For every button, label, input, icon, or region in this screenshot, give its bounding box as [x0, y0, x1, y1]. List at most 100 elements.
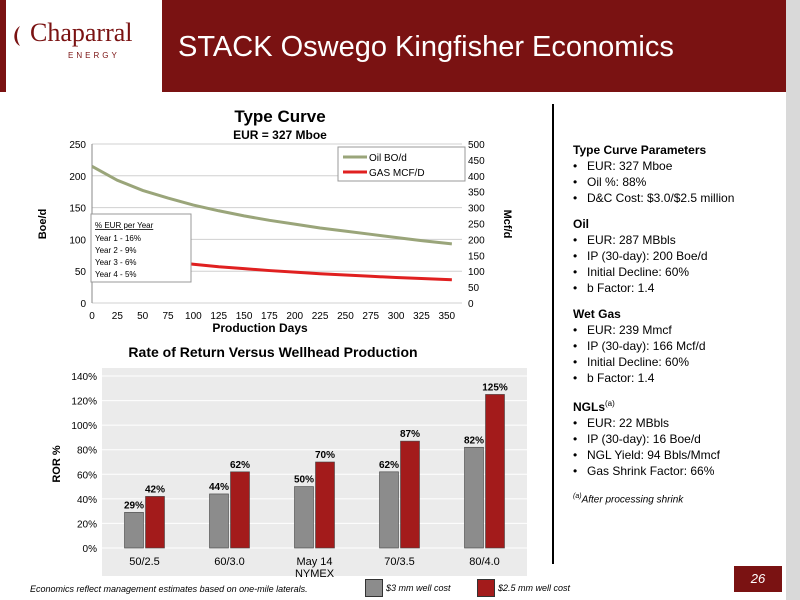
title-bar	[162, 0, 786, 92]
eur-box-line-3: Year 3 - 6%	[95, 258, 137, 267]
y2-tick-label: 500	[468, 140, 485, 151]
logo-mark-icon	[14, 26, 20, 46]
bar-data-label: 62%	[379, 460, 399, 471]
bar	[379, 471, 399, 549]
bar-data-label: 125%	[482, 382, 508, 393]
y2-tick-label: 400	[468, 172, 485, 183]
x-tick-label: 25	[112, 311, 124, 322]
list-item: IP (30-day): 166 Mcf/d	[573, 338, 783, 354]
params-type-curve-heading: Type Curve Parameters	[573, 143, 707, 157]
y2-tick-label: 100	[468, 267, 485, 278]
ngl-heading-sup: (a)	[605, 399, 615, 408]
bar-data-label: 29%	[124, 500, 144, 511]
x-tick-label: 50	[137, 311, 149, 322]
y-tick-label: 120%	[71, 397, 97, 408]
x-tick-label: May 14	[296, 556, 332, 568]
bar	[124, 512, 144, 549]
bar-data-label: 82%	[464, 435, 484, 446]
type-curve-title: Type Curve	[234, 107, 325, 126]
y2-tick-label: 200	[468, 235, 485, 246]
list-item: D&C Cost: $3.0/$2.5 million	[573, 190, 783, 206]
y-tick-label: 150	[69, 204, 86, 215]
y2-tick-label: 250	[468, 220, 485, 231]
legend-label-3mm: $3 mm well cost	[386, 583, 451, 593]
column-divider	[552, 104, 554, 564]
y2-tick-label: 450	[468, 156, 485, 167]
x-tick-label: 80/4.0	[469, 556, 500, 568]
y-tick-label: 0	[80, 299, 86, 310]
list-item: b Factor: 1.4	[573, 280, 783, 296]
params-footnote: (a)After processing shrink	[573, 489, 783, 508]
bar	[230, 471, 250, 549]
bar-data-label: 44%	[209, 482, 229, 493]
page-number: 26	[734, 566, 782, 592]
y-tick-label: 140%	[71, 372, 97, 383]
y-tick-label: 20%	[77, 519, 97, 530]
eur-box-line-2: Year 2 - 9%	[95, 246, 137, 255]
bar	[400, 440, 420, 549]
header-band	[0, 0, 800, 92]
y-tick-label: 250	[69, 140, 86, 151]
type-curve-y-label: Boe/d	[37, 209, 49, 240]
y2-tick-label: 150	[468, 251, 485, 262]
x-tick-label: 325	[413, 311, 430, 322]
list-item: IP (30-day): 16 Boe/d	[573, 431, 783, 447]
list-item: EUR: 287 MBbls	[573, 232, 783, 248]
bar-data-label: 87%	[400, 429, 420, 440]
right-strip	[786, 0, 800, 600]
list-item: EUR: 22 MBbls	[573, 415, 783, 431]
bar	[315, 461, 335, 549]
x-tick-label: 300	[388, 311, 405, 322]
params-ngl-heading: NGLs(a)	[573, 396, 783, 415]
x-tick-label: 125	[210, 311, 227, 322]
list-item: EUR: 327 Mboe	[573, 158, 783, 174]
x-tick-label: 350	[438, 311, 455, 322]
ror-y-ticks: 0% 20% 40% 60% 80% 100% 120% 140%	[71, 372, 97, 555]
x-tick-label: 75	[162, 311, 174, 322]
eur-box-line-4: Year 4 - 5%	[95, 270, 137, 279]
y-tick-label: 100	[69, 235, 86, 246]
y2-tick-label: 350	[468, 188, 485, 199]
params-type-curve-list: EUR: 327 Mboe Oil %: 88% D&C Cost: $3.0/…	[573, 158, 783, 206]
type-curve-y2-ticks: 0 50 100 150 200 250 300 350 400 450 500	[468, 140, 485, 310]
x-tick-label: 150	[236, 311, 253, 322]
legend-oil-label: Oil BO/d	[369, 153, 407, 164]
list-item: Oil %: 88%	[573, 174, 783, 190]
footnote-text: After processing shrink	[581, 494, 684, 506]
economics-note: Economics reflect management estimates b…	[30, 584, 308, 594]
y-tick-label: 50	[75, 267, 87, 278]
bar-data-label: 42%	[145, 484, 165, 495]
ror-gridlines	[102, 375, 527, 549]
x-tick-label: 0	[89, 311, 95, 322]
x-tick-label: 100	[185, 311, 202, 322]
company-logo: Chaparral ENERGY	[10, 18, 160, 70]
y-tick-label: 100%	[71, 421, 97, 432]
bar	[145, 496, 165, 549]
ror-plot-area	[102, 368, 527, 576]
list-item: EUR: 239 Mmcf	[573, 322, 783, 338]
x-tick-label: NYMEX	[295, 568, 335, 580]
type-curve-parameters: Type Curve Parameters EUR: 327 Mboe Oil …	[573, 142, 783, 508]
params-gas-heading: Wet Gas	[573, 307, 621, 321]
x-tick-label: 175	[261, 311, 278, 322]
legend-swatch-2-5mm	[477, 579, 495, 597]
params-ngl-list: EUR: 22 MBbls IP (30-day): 16 Boe/d NGL …	[573, 415, 783, 479]
eur-box-title: % EUR per Year	[95, 221, 154, 230]
y-tick-label: 60%	[77, 470, 97, 481]
x-tick-label: 275	[362, 311, 379, 322]
legend-swatch-3mm	[365, 579, 383, 597]
type-curve-legend	[337, 146, 466, 182]
list-item: Gas Shrink Factor: 66%	[573, 463, 783, 479]
list-item: b Factor: 1.4	[573, 370, 783, 386]
params-oil-list: EUR: 287 MBbls IP (30-day): 200 Boe/d In…	[573, 232, 783, 296]
x-tick-label: 200	[286, 311, 303, 322]
page-title: STACK Oswego Kingfisher Economics	[178, 31, 674, 63]
footnote-sup: (a)	[573, 493, 582, 500]
type-curve-y2-label: Mcf/d	[501, 210, 513, 239]
bar	[209, 493, 229, 549]
type-curve-x-label: Production Days	[212, 321, 308, 335]
oil-series-line	[91, 164, 453, 246]
eur-box-line-1: Year 1 - 16%	[95, 234, 141, 243]
y-tick-label: 0%	[83, 544, 98, 555]
